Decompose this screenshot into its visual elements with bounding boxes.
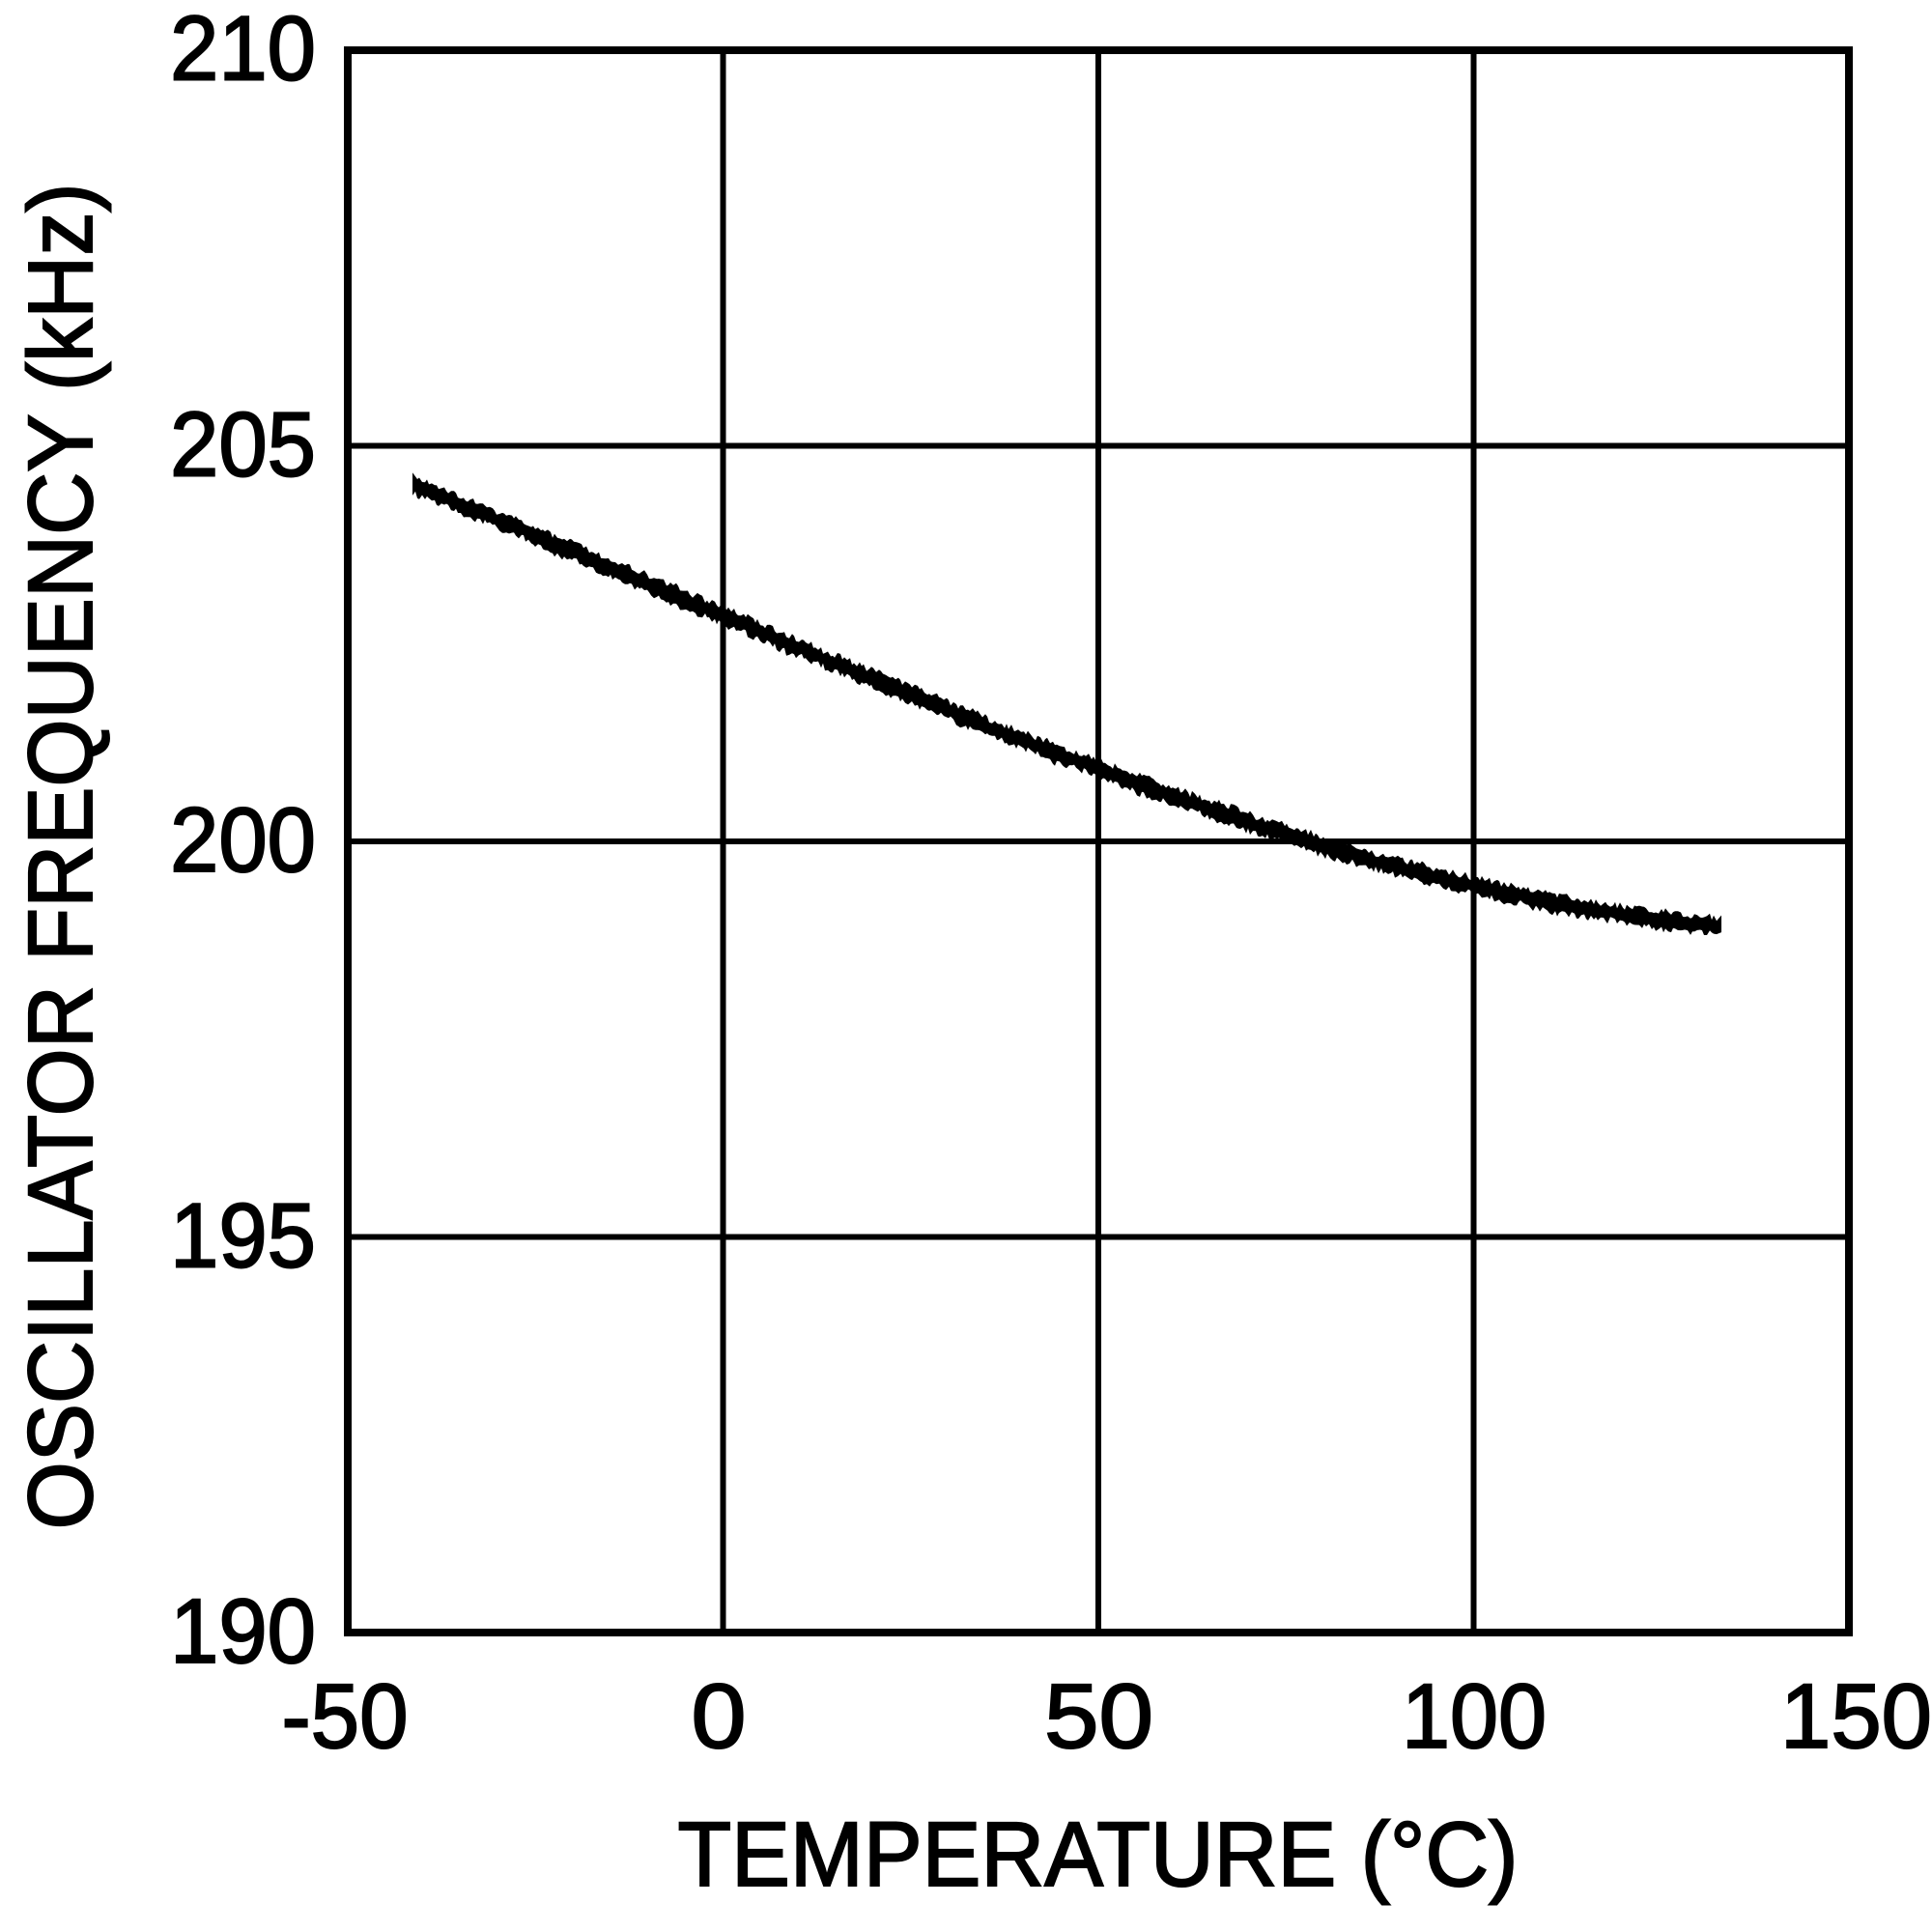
svg-text:195: 195: [170, 1185, 316, 1288]
svg-text:OSCILLATOR FREQUENCY (kHz): OSCILLATOR FREQUENCY (kHz): [10, 184, 112, 1530]
svg-text:205: 205: [170, 394, 316, 497]
svg-text:TEMPERATURE (°C): TEMPERATURE (°C): [678, 1804, 1519, 1906]
svg-text:200: 200: [170, 789, 316, 892]
svg-text:150: 150: [1780, 1665, 1932, 1768]
svg-text:210: 210: [170, 0, 316, 100]
svg-text:190: 190: [170, 1580, 316, 1683]
svg-text:0: 0: [692, 1665, 747, 1768]
svg-text:100: 100: [1402, 1665, 1547, 1768]
svg-text:50: 50: [1044, 1665, 1153, 1768]
svg-text:-50: -50: [282, 1665, 409, 1768]
